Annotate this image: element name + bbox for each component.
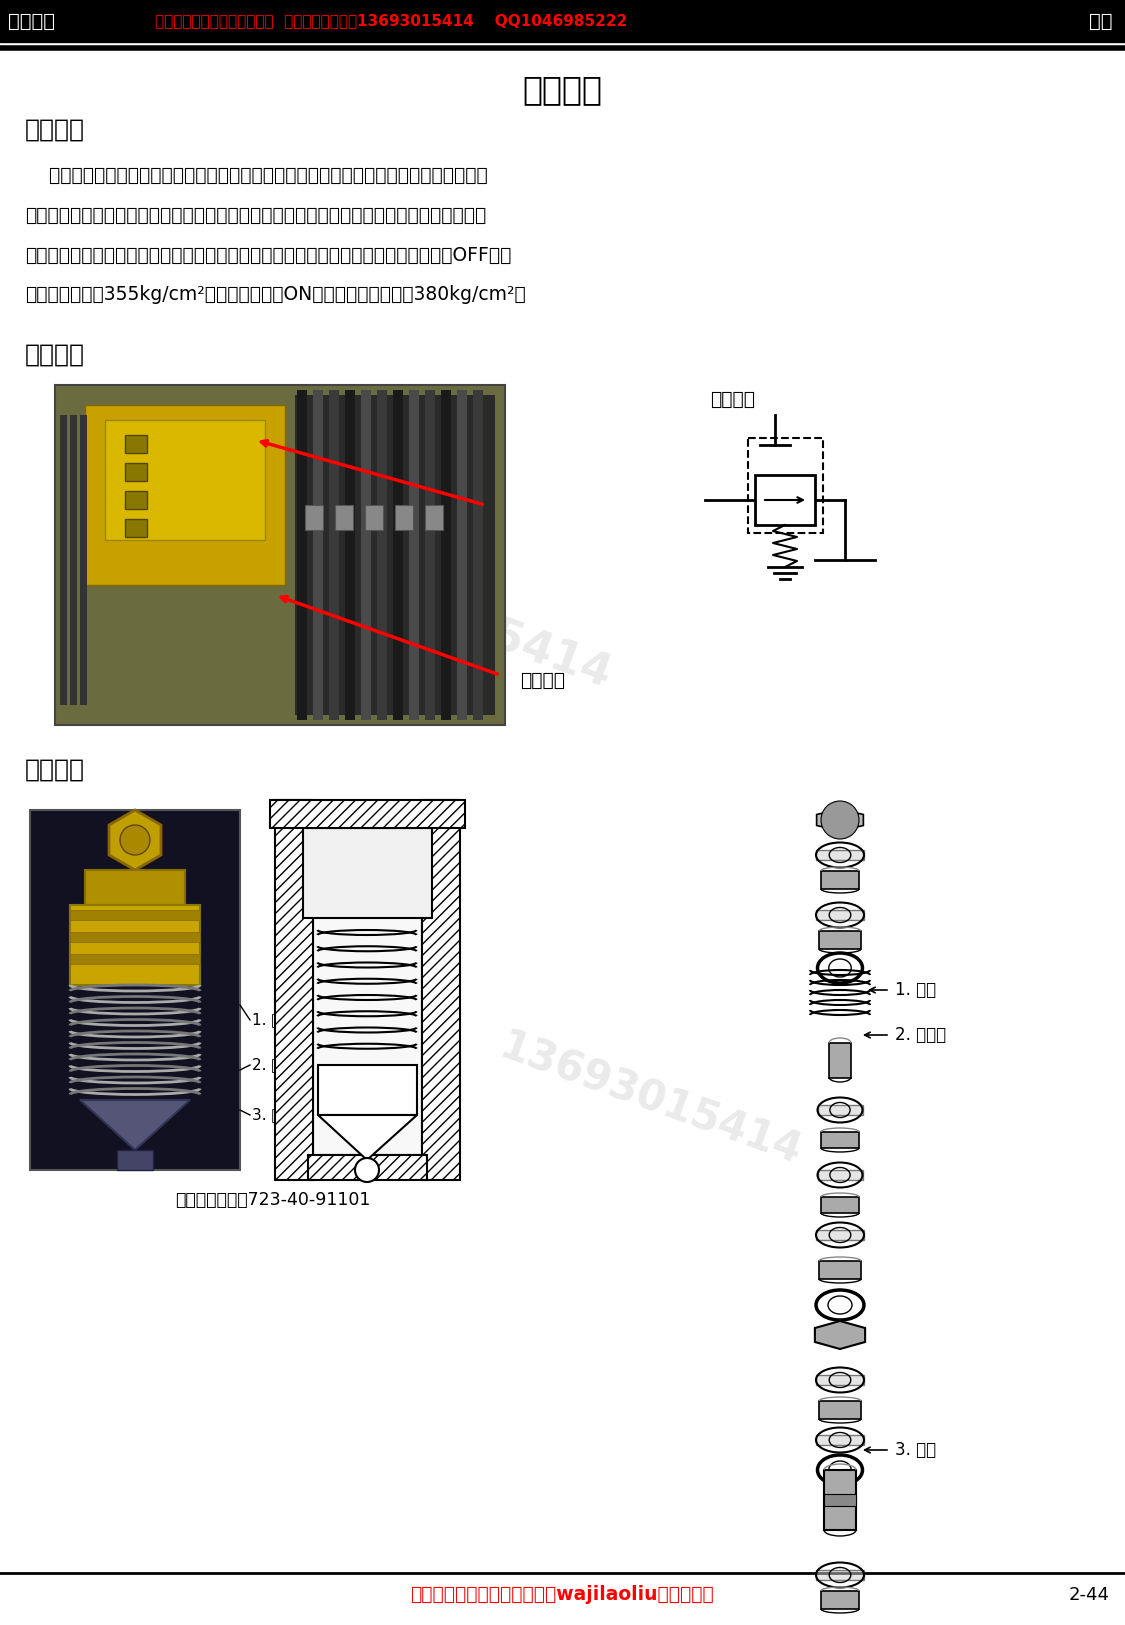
Bar	[80, 414, 87, 705]
Polygon shape	[814, 1321, 865, 1349]
Bar	[305, 505, 323, 530]
Bar	[818, 1105, 863, 1115]
Bar	[816, 1375, 864, 1384]
Text: 三、构造: 三、构造	[25, 757, 86, 782]
Bar	[0, 0, 1125, 42]
Bar	[86, 869, 184, 905]
Text: 主溢流阀安装在主控制阀的上下两端，上下各一个。该阀设定整个液压系统工作时的最高: 主溢流阀安装在主控制阀的上下两端，上下各一个。该阀设定整个液压系统工作时的最高	[25, 166, 488, 185]
Polygon shape	[817, 809, 863, 830]
Bar	[818, 1170, 863, 1180]
Bar	[422, 800, 460, 1180]
Bar	[70, 954, 200, 964]
Bar	[274, 800, 313, 1180]
Bar	[816, 850, 864, 860]
Circle shape	[120, 826, 150, 855]
Text: 13693015414: 13693015414	[493, 1025, 807, 1175]
Bar	[819, 931, 861, 949]
Text: 一、概述: 一、概述	[25, 119, 86, 141]
Text: 挖机老刘一提供挖机维修资料  电话（微信同号）13693015414    QQ1046985222: 挖机老刘一提供挖机维修资料 电话（微信同号）13693015414 QQ1046…	[155, 13, 628, 29]
Text: 1. 弹簧: 1. 弹簧	[252, 1012, 289, 1027]
Bar	[86, 405, 285, 585]
Bar	[295, 395, 495, 715]
Bar	[30, 809, 240, 1170]
Bar	[70, 905, 200, 985]
Polygon shape	[318, 1115, 417, 1160]
Bar	[824, 1471, 856, 1531]
Text: 3. 柱塞: 3. 柱塞	[896, 1441, 936, 1459]
Text: 液压符号: 液压符号	[710, 390, 755, 410]
Bar	[335, 505, 353, 530]
Bar	[819, 1261, 861, 1279]
Bar	[313, 829, 422, 1155]
Bar	[70, 910, 200, 920]
Bar	[364, 505, 382, 530]
Bar	[377, 390, 387, 720]
Bar	[345, 390, 356, 720]
Text: 主溢流阀: 主溢流阀	[522, 73, 602, 107]
Bar	[829, 1043, 850, 1077]
Bar	[117, 1150, 153, 1170]
Text: 看免费维修资料、搜索关注：wajilaoliu微信公众号: 看免费维修资料、搜索关注：wajilaoliu微信公众号	[411, 1586, 714, 1604]
Bar	[328, 390, 339, 720]
Bar	[125, 491, 147, 509]
Bar	[308, 1155, 428, 1180]
Polygon shape	[109, 809, 161, 869]
Bar	[125, 463, 147, 481]
Bar	[60, 414, 68, 705]
Text: 2. 提动头: 2. 提动头	[896, 1025, 946, 1043]
Bar	[395, 505, 413, 530]
Bar	[819, 1401, 861, 1419]
Text: 以保护整个液压系统，避免油路压力过高。本溢流阀具有两级设定压力，当先导压力为OFF时，: 以保护整个液压系统，避免油路压力过高。本溢流阀具有两级设定压力，当先导压力为OF…	[25, 245, 512, 265]
Bar	[105, 419, 266, 540]
Text: 3. 柱塞: 3. 柱塞	[252, 1108, 290, 1123]
Text: 2. 提动头: 2. 提动头	[252, 1058, 299, 1072]
Bar	[821, 1198, 860, 1212]
Bar	[318, 1064, 417, 1115]
Bar	[270, 800, 465, 829]
Bar	[297, 390, 307, 720]
Text: 阀总成零件号：723-40-91101: 阀总成零件号：723-40-91101	[176, 1191, 370, 1209]
Bar	[393, 390, 403, 720]
Bar	[303, 829, 432, 918]
Text: 1. 弹簧: 1. 弹簧	[896, 982, 936, 999]
Bar	[125, 518, 147, 536]
Bar	[425, 390, 435, 720]
Bar	[55, 385, 505, 725]
Bar	[816, 1435, 864, 1445]
Text: 主阀: 主阀	[1089, 11, 1112, 31]
Text: 主溢流阀: 主溢流阀	[520, 671, 565, 689]
Bar	[457, 390, 467, 720]
Text: 为一级设定压力355kg/cm²；当先导压力为ON时，为二级设定压力380kg/cm²。: 为一级设定压力355kg/cm²；当先导压力为ON时，为二级设定压力380kg/…	[25, 286, 525, 304]
Bar	[821, 871, 860, 889]
Text: 挖机老刘13693015414: 挖机老刘13693015414	[182, 504, 618, 697]
Bar	[125, 436, 147, 453]
Bar	[441, 390, 451, 720]
Bar	[361, 390, 371, 720]
Bar	[816, 1570, 864, 1580]
Text: 液压系统: 液压系统	[8, 11, 55, 31]
Bar	[70, 933, 200, 942]
Bar	[472, 390, 483, 720]
Polygon shape	[80, 1100, 190, 1150]
Text: 压力。当系统压力超过主溢流阀设定压力时，主溢流阀打开回油箱油路将液压油溢流回油箱，: 压力。当系统压力超过主溢流阀设定压力时，主溢流阀打开回油箱油路将液压油溢流回油箱…	[25, 205, 486, 224]
Bar	[824, 1493, 856, 1506]
Text: 二、位置: 二、位置	[25, 343, 86, 367]
Bar	[816, 1230, 864, 1240]
Bar	[425, 505, 443, 530]
Bar	[313, 390, 323, 720]
Circle shape	[821, 801, 860, 838]
Bar	[70, 414, 76, 705]
Bar	[821, 1133, 860, 1147]
Bar	[748, 439, 824, 533]
Bar	[816, 910, 864, 920]
Text: 2-44: 2-44	[1069, 1586, 1110, 1604]
Bar	[755, 474, 814, 525]
Circle shape	[356, 1159, 379, 1181]
Bar	[821, 1591, 860, 1609]
Bar	[410, 390, 418, 720]
